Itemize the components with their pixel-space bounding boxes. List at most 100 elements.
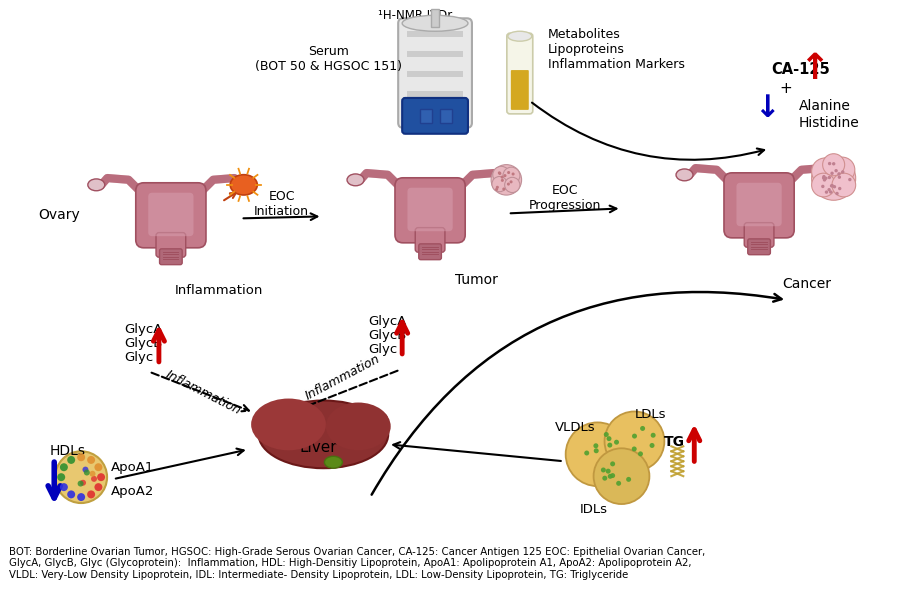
Circle shape <box>829 190 833 194</box>
Circle shape <box>605 469 611 474</box>
Circle shape <box>498 172 501 175</box>
Ellipse shape <box>326 402 391 450</box>
Circle shape <box>827 176 831 179</box>
Ellipse shape <box>347 174 364 186</box>
Circle shape <box>91 476 97 482</box>
Ellipse shape <box>324 456 342 468</box>
Circle shape <box>60 463 68 471</box>
Circle shape <box>87 456 95 464</box>
Circle shape <box>566 422 629 486</box>
FancyBboxPatch shape <box>415 228 445 252</box>
Circle shape <box>593 448 599 453</box>
FancyBboxPatch shape <box>398 19 472 128</box>
Circle shape <box>824 176 827 180</box>
Circle shape <box>503 167 519 184</box>
Text: BOT: Borderline Ovarian Tumor, HGSOC: High-Grade Serous Ovarian Cancer, CA-125: : BOT: Borderline Ovarian Tumor, HGSOC: Hi… <box>9 547 706 580</box>
Text: Alanine: Alanine <box>799 99 851 113</box>
Circle shape <box>833 185 836 188</box>
Bar <box>431 10 439 28</box>
Circle shape <box>498 172 501 175</box>
Circle shape <box>68 490 75 498</box>
Circle shape <box>496 186 498 189</box>
Circle shape <box>626 477 631 482</box>
Circle shape <box>610 473 615 478</box>
Circle shape <box>821 185 824 188</box>
Circle shape <box>614 440 619 445</box>
FancyBboxPatch shape <box>395 178 466 243</box>
Circle shape <box>616 481 621 486</box>
Circle shape <box>812 156 855 200</box>
Circle shape <box>604 411 665 471</box>
Circle shape <box>603 432 609 437</box>
Ellipse shape <box>237 179 254 191</box>
Bar <box>407 71 463 77</box>
Circle shape <box>812 158 839 185</box>
Circle shape <box>823 154 845 176</box>
Circle shape <box>610 462 615 466</box>
Text: ApoA1: ApoA1 <box>111 460 154 474</box>
FancyBboxPatch shape <box>507 33 533 114</box>
Text: Liver: Liver <box>299 440 337 455</box>
Bar <box>407 31 463 37</box>
Circle shape <box>638 451 643 456</box>
Circle shape <box>608 474 613 479</box>
Circle shape <box>832 162 835 166</box>
FancyBboxPatch shape <box>419 244 441 260</box>
Circle shape <box>835 192 839 195</box>
Circle shape <box>55 451 107 503</box>
Ellipse shape <box>402 16 468 31</box>
Text: Glyc: Glyc <box>368 343 397 356</box>
Circle shape <box>97 473 105 481</box>
Circle shape <box>832 173 855 197</box>
Circle shape <box>82 466 89 472</box>
Circle shape <box>68 456 75 464</box>
Ellipse shape <box>496 174 513 186</box>
Circle shape <box>601 468 606 472</box>
Bar <box>407 106 463 112</box>
FancyBboxPatch shape <box>402 98 468 134</box>
FancyBboxPatch shape <box>407 188 453 231</box>
Circle shape <box>505 178 519 193</box>
FancyBboxPatch shape <box>744 222 774 247</box>
Text: Inflammation: Inflammation <box>174 283 263 297</box>
Circle shape <box>838 187 842 190</box>
Bar <box>407 51 463 57</box>
Text: LDLs: LDLs <box>635 408 666 421</box>
Circle shape <box>827 188 831 191</box>
Text: Inflammation: Inflammation <box>163 368 243 417</box>
Text: HDLs: HDLs <box>49 444 85 458</box>
Circle shape <box>491 164 521 195</box>
Ellipse shape <box>258 401 388 468</box>
Text: ↓: ↓ <box>754 94 780 123</box>
Circle shape <box>593 448 649 504</box>
Circle shape <box>632 434 637 438</box>
Text: ↑: ↑ <box>799 52 829 86</box>
Circle shape <box>78 493 85 501</box>
FancyBboxPatch shape <box>748 239 771 255</box>
Circle shape <box>828 162 832 165</box>
Circle shape <box>495 188 498 191</box>
Ellipse shape <box>251 398 326 450</box>
FancyBboxPatch shape <box>136 183 206 248</box>
FancyBboxPatch shape <box>160 249 183 265</box>
Ellipse shape <box>825 169 842 181</box>
Ellipse shape <box>88 179 105 191</box>
Circle shape <box>593 443 598 448</box>
Circle shape <box>492 176 508 192</box>
Text: EOC
Progression: EOC Progression <box>529 184 601 212</box>
Circle shape <box>501 179 504 182</box>
Circle shape <box>87 490 95 498</box>
Circle shape <box>94 483 102 491</box>
Text: Cancer: Cancer <box>782 277 832 291</box>
Circle shape <box>509 181 512 184</box>
Text: Glyc: Glyc <box>124 351 153 364</box>
Circle shape <box>822 176 825 179</box>
Bar <box>440 109 452 123</box>
Circle shape <box>823 175 825 178</box>
Circle shape <box>493 166 509 183</box>
Circle shape <box>640 426 645 431</box>
Text: VLDLs: VLDLs <box>555 421 595 434</box>
Text: TG: TG <box>665 435 686 449</box>
Circle shape <box>848 178 852 181</box>
Circle shape <box>507 182 510 185</box>
